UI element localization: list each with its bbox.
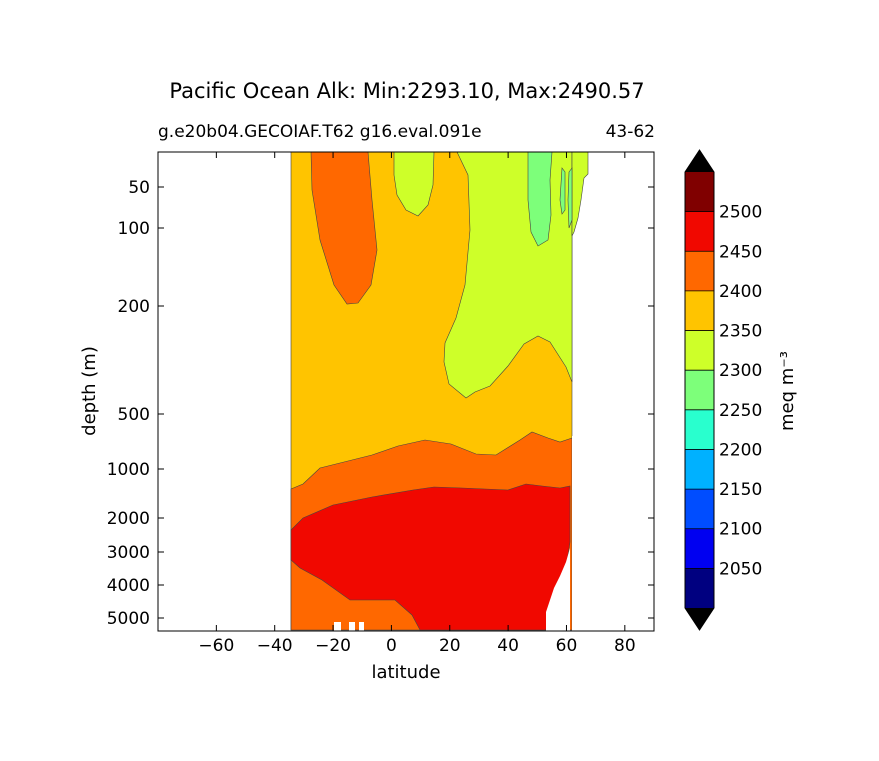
y-tick-label: 4000 bbox=[107, 576, 150, 596]
colorbar-tick-label: 2350 bbox=[719, 322, 762, 342]
x-tick-label: 20 bbox=[439, 636, 461, 656]
y-tick-label: 2000 bbox=[107, 509, 150, 529]
y-tick-label: 200 bbox=[118, 297, 150, 317]
contour-field bbox=[290, 152, 654, 631]
x-tick-label: −40 bbox=[257, 636, 293, 656]
x-tick-label: −60 bbox=[198, 636, 234, 656]
x-axis: −60 −40 −20 0 20 40 60 80 bbox=[198, 152, 636, 656]
colorbar-tick-label: 2200 bbox=[719, 440, 762, 460]
colorbar-extend-min bbox=[685, 608, 714, 630]
x-axis-label: latitude bbox=[371, 662, 440, 683]
y-axis: 50 100 200 500 1000 2000 3000 4000 5000 bbox=[107, 178, 654, 629]
y-tick-label: 100 bbox=[118, 219, 150, 239]
alk-band-2250-2300-sliver bbox=[559, 167, 566, 215]
alk-band-2400-2450-upper bbox=[310, 152, 378, 305]
alk-band-2250-2300 bbox=[527, 152, 553, 247]
colorbar-swatch bbox=[685, 568, 714, 608]
missing-data-notch-3 bbox=[359, 622, 364, 631]
colorbar-swatch bbox=[685, 449, 714, 490]
colorbar-swatch bbox=[685, 409, 714, 450]
colorbar-label: meq m⁻³ bbox=[777, 351, 798, 431]
colorbar-swatch bbox=[685, 489, 714, 529]
colorbar-swatch bbox=[685, 172, 714, 212]
y-tick-label: 1000 bbox=[107, 460, 150, 480]
chart-subtitle-right: 43-62 bbox=[606, 122, 655, 142]
colorbar-tick-label: 2100 bbox=[719, 520, 762, 540]
colorbar-tick-label: 2500 bbox=[719, 203, 762, 223]
colorbar-swatch bbox=[685, 330, 714, 371]
colorbar-tick-label: 2400 bbox=[719, 282, 762, 302]
y-tick-label: 3000 bbox=[107, 543, 150, 563]
missing-data-notch-2 bbox=[349, 622, 355, 631]
colorbar-swatch bbox=[685, 370, 714, 410]
colorbar: 2050 2100 2150 2200 2250 2300 2350 2400 2450 2500 bbox=[684, 149, 762, 631]
alk-band-2250-2300-sliver-b bbox=[567, 167, 573, 229]
y-tick-label: 5000 bbox=[107, 609, 150, 629]
y-axis-label: depth (m) bbox=[79, 346, 100, 436]
y-tick-label: 50 bbox=[128, 178, 150, 198]
colorbar-swatch bbox=[685, 211, 714, 252]
plot-frame bbox=[157, 151, 655, 632]
y-tick-label: 500 bbox=[118, 405, 150, 425]
alk-band-2300-2350-shelf bbox=[571, 152, 589, 237]
x-tick-label: 0 bbox=[386, 636, 397, 656]
missing-data-bottom bbox=[546, 548, 570, 631]
missing-data-right bbox=[572, 436, 654, 631]
colorbar-swatch bbox=[685, 528, 714, 569]
chart-title: Pacific Ocean Alk: Min:2293.10, Max:2490… bbox=[169, 79, 644, 103]
colorbar-tick-label: 2050 bbox=[719, 559, 762, 579]
x-tick-label: 60 bbox=[556, 636, 578, 656]
x-tick-label: 80 bbox=[614, 636, 636, 656]
chart-subtitle-left: g.e20b04.GECOIAF.T62 g16.eval.091e bbox=[158, 122, 482, 142]
colorbar-tick-label: 2150 bbox=[719, 480, 762, 500]
colorbar-tick-label: 2450 bbox=[719, 242, 762, 262]
missing-data-notch-1 bbox=[334, 622, 341, 631]
colorbar-frame bbox=[684, 149, 715, 631]
x-tick-label: 40 bbox=[497, 636, 519, 656]
alk-band-2300-2350-upper bbox=[393, 152, 435, 217]
colorbar-tick-label: 2250 bbox=[719, 401, 762, 421]
x-tick-label: −20 bbox=[315, 636, 351, 656]
colorbar-tick-label: 2300 bbox=[719, 361, 762, 381]
colorbar-swatch bbox=[685, 251, 714, 291]
colorbar-extend-max bbox=[685, 150, 714, 172]
colorbar-swatch bbox=[685, 290, 714, 331]
